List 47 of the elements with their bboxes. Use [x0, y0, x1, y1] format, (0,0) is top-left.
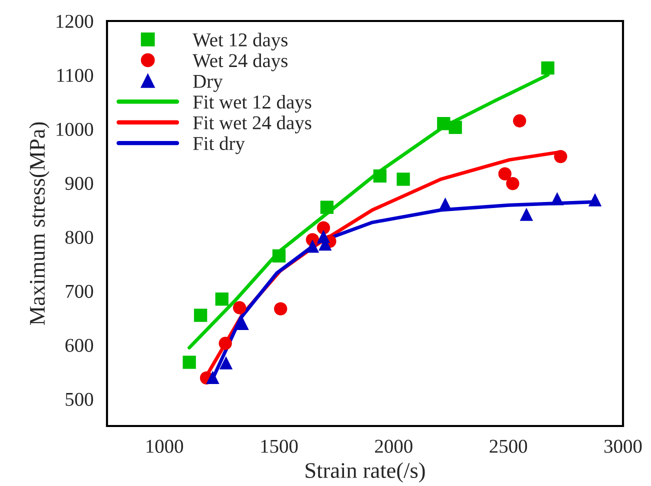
point: [320, 200, 334, 214]
point: [218, 336, 232, 350]
point: [437, 117, 450, 130]
point: [274, 302, 288, 316]
y-tick-label: 900: [65, 176, 94, 190]
point: [306, 240, 320, 253]
y-axis-title: Maximum stress(MPa): [29, 122, 50, 326]
point: [316, 221, 330, 234]
point: [272, 249, 286, 262]
point: [182, 356, 196, 369]
y-tick-label: 600: [65, 338, 94, 352]
point: [512, 114, 526, 128]
y-tick-label: 1200: [56, 14, 94, 28]
point: [554, 150, 568, 164]
x-tick-label: 1500: [261, 440, 298, 453]
y-tick-label: 1100: [57, 68, 94, 82]
legend-label: Dry: [193, 74, 223, 92]
legend-label: Wet 12 days: [192, 32, 288, 50]
y-tick-label: 800: [65, 230, 94, 244]
point: [194, 308, 208, 322]
point: [215, 292, 228, 306]
x-axis-title: Strain rate(/s): [306, 462, 425, 483]
legend-label: Fit wet 12 days: [193, 94, 312, 113]
x-tick-label: 2000: [375, 440, 412, 453]
point: [541, 61, 554, 75]
point: [206, 370, 220, 384]
legend-label: Fit wet 24 days: [193, 116, 312, 134]
point: [438, 197, 452, 211]
point: [448, 120, 462, 134]
y-tick-label: 1000: [56, 122, 94, 136]
point: [232, 301, 246, 314]
x-tick-label: 3000: [604, 440, 642, 453]
y-tick-label: 500: [66, 392, 94, 406]
point: [550, 192, 564, 206]
point: [236, 316, 249, 330]
point: [588, 193, 602, 206]
point: [498, 167, 512, 180]
y-tick-label: 700: [66, 284, 94, 298]
point: [219, 356, 233, 370]
legend-label: Wet 24 days: [192, 54, 288, 72]
x-tick-label: 2500: [490, 440, 528, 453]
legend-label: Fit dry: [193, 136, 245, 154]
point: [520, 208, 534, 221]
x-tick-label: 1000: [146, 440, 184, 453]
point: [373, 169, 386, 183]
point: [506, 176, 520, 190]
point: [396, 172, 410, 186]
